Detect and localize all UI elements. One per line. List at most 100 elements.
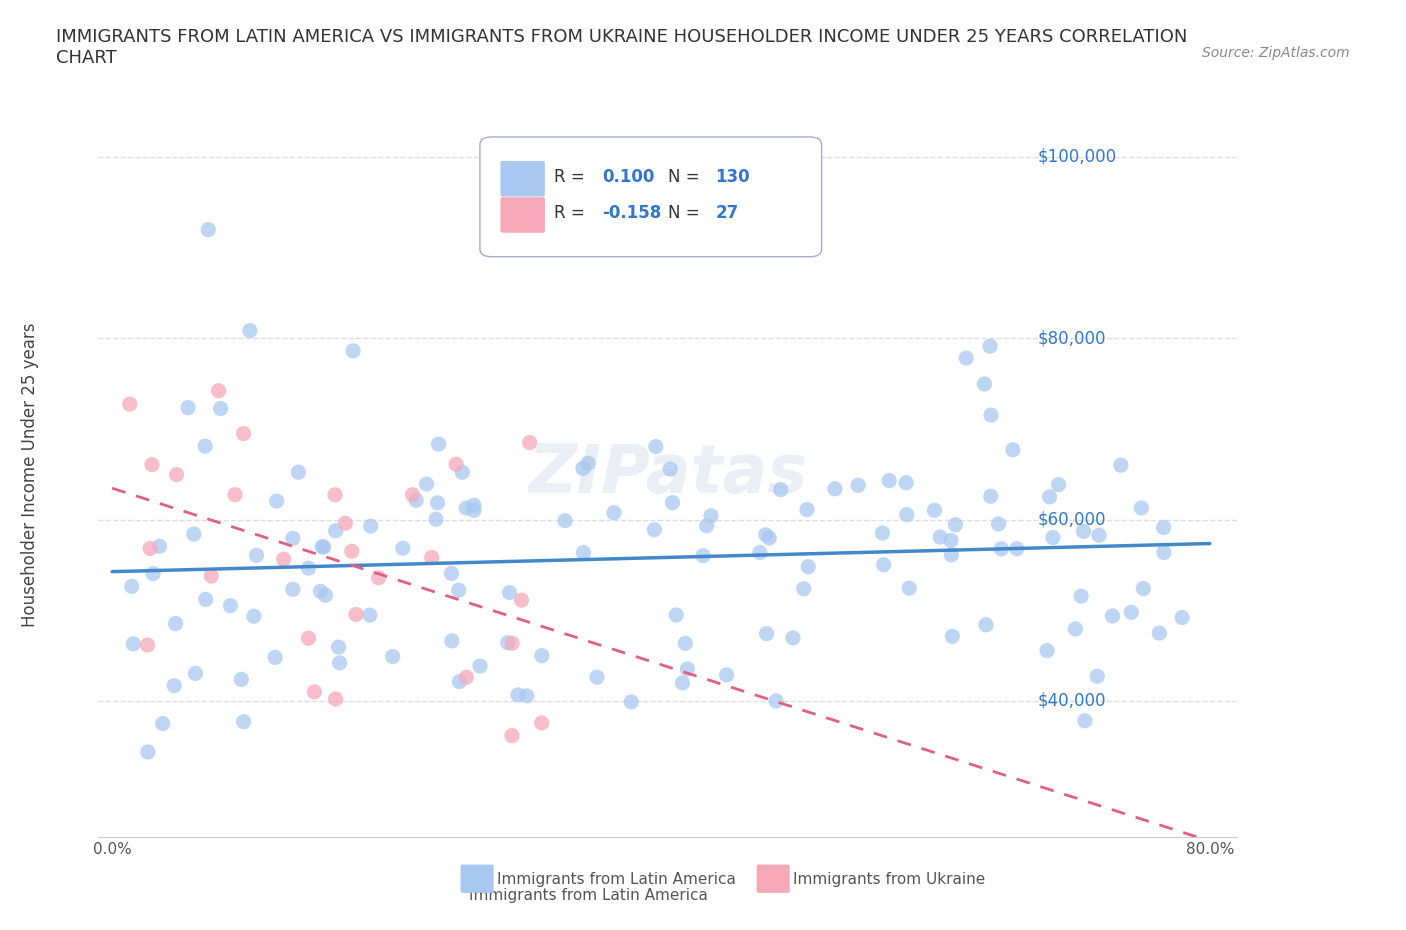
Point <box>243 609 266 624</box>
Text: $100,000: $100,000 <box>1038 148 1118 166</box>
Point <box>245 548 267 563</box>
Point <box>782 631 804 645</box>
Point <box>501 636 523 651</box>
FancyBboxPatch shape <box>479 137 821 257</box>
Point <box>239 323 262 338</box>
Point <box>1121 604 1143 619</box>
Point <box>426 496 449 511</box>
Point <box>297 631 319 645</box>
Point <box>273 551 295 566</box>
Point <box>440 566 463 581</box>
Point <box>530 715 553 730</box>
Point <box>1153 520 1175 535</box>
Point <box>184 666 207 681</box>
Point <box>797 559 820 574</box>
Point <box>665 607 688 622</box>
Point <box>973 377 995 392</box>
Point <box>152 716 174 731</box>
Point <box>177 400 200 415</box>
Text: Immigrants from Latin America: Immigrants from Latin America <box>498 871 735 886</box>
Text: R =: R = <box>554 168 591 186</box>
Point <box>415 477 437 492</box>
Point <box>1074 713 1097 728</box>
Point <box>696 518 718 533</box>
Point <box>360 519 382 534</box>
Point <box>603 505 626 520</box>
Text: 0.100: 0.100 <box>602 168 654 186</box>
Text: Immigrants from Latin America: Immigrants from Latin America <box>468 888 707 903</box>
Point <box>456 670 478 684</box>
Point <box>586 670 609 684</box>
Point <box>510 592 533 607</box>
Point <box>1001 443 1024 458</box>
Point <box>748 545 770 560</box>
FancyBboxPatch shape <box>501 161 546 196</box>
Point <box>519 435 541 450</box>
Point <box>796 502 818 517</box>
Point <box>1036 644 1059 658</box>
Point <box>894 475 917 490</box>
Point <box>990 541 1012 556</box>
Point <box>1064 621 1087 636</box>
Point <box>219 598 242 613</box>
Point <box>463 503 485 518</box>
Point <box>200 568 222 583</box>
Point <box>769 482 792 497</box>
Text: N =: N = <box>668 205 704 222</box>
Point <box>165 616 187 631</box>
Point <box>194 439 217 454</box>
Text: Immigrants from Ukraine: Immigrants from Ukraine <box>793 871 986 886</box>
Point <box>620 695 643 710</box>
Point <box>576 456 599 471</box>
Point <box>420 551 443 565</box>
Point <box>530 648 553 663</box>
Point <box>644 439 666 454</box>
Text: N =: N = <box>668 168 704 186</box>
Point <box>166 467 188 482</box>
Point <box>142 566 165 581</box>
Point <box>945 517 967 532</box>
Point <box>700 509 723 524</box>
Point <box>846 478 869 493</box>
Point <box>941 629 963 644</box>
Point <box>405 493 427 508</box>
Point <box>425 512 447 526</box>
Point <box>1149 626 1171 641</box>
Point <box>716 668 738 683</box>
Point <box>676 661 699 676</box>
Point <box>444 457 467 472</box>
Point <box>980 489 1002 504</box>
Point <box>367 570 389 585</box>
Point <box>877 473 900 488</box>
Point <box>456 500 478 515</box>
Point <box>755 527 778 542</box>
Point <box>194 592 217 607</box>
Point <box>987 516 1010 531</box>
Point <box>309 584 332 599</box>
Point <box>141 458 163 472</box>
Point <box>447 583 470 598</box>
Point <box>979 339 1001 353</box>
Point <box>1005 541 1028 556</box>
Point <box>1088 528 1111 543</box>
Text: Source: ZipAtlas.com: Source: ZipAtlas.com <box>1202 46 1350 60</box>
Point <box>1153 545 1175 560</box>
Point <box>197 222 219 237</box>
Point <box>328 640 350 655</box>
Point <box>304 684 326 699</box>
Point <box>329 656 352 671</box>
Point <box>498 585 520 600</box>
Point <box>118 397 141 412</box>
Text: -0.158: -0.158 <box>602 205 661 222</box>
Point <box>359 607 381 622</box>
Point <box>898 580 921 595</box>
Point <box>554 513 576 528</box>
Point <box>765 694 787 709</box>
Point <box>122 636 145 651</box>
Point <box>692 549 714 564</box>
Point <box>955 351 977 365</box>
FancyBboxPatch shape <box>756 865 790 893</box>
Point <box>427 437 450 452</box>
Point <box>312 539 335 554</box>
Point <box>659 461 682 476</box>
